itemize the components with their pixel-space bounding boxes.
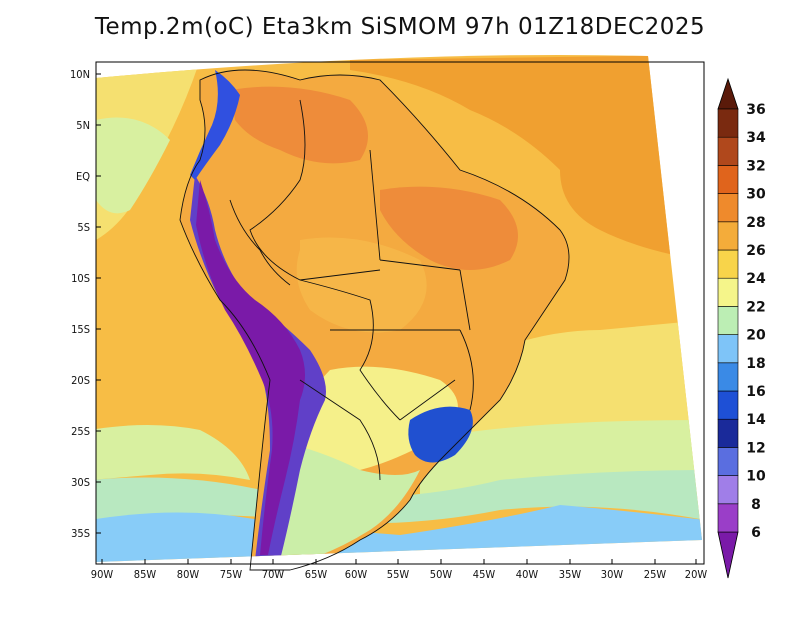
colorbar-segment [717,136,739,166]
colorbar-segment [717,334,739,364]
pacific-south-cool [96,425,250,480]
colorbar-label: 10 [746,469,766,485]
lat-label: 5S [77,221,90,234]
colorbar-label: 16 [746,384,765,400]
colorbar-segment [717,108,739,138]
colorbar-label: 12 [746,440,765,456]
colorbar-label: 24 [746,271,766,287]
colorbar-segment [717,193,739,223]
colorbar-label: 20 [746,328,766,344]
colorbar-segment [717,221,739,251]
lon-label: 30W [601,568,624,581]
northeast-hot-zone [380,186,518,270]
southeast-highlands-blue [408,406,473,463]
lat-label: 5N [76,119,90,132]
colorbar-bottom-arrow [717,531,739,579]
latitude-axis: 10N 5N EQ 5S 10S 15S 20S 25S 30S 35S [70,68,101,540]
colorbar-label: 6 [751,525,761,541]
lon-label: 70W [262,568,285,581]
colorbar-label: 28 [746,215,765,231]
colorbar-segment [717,277,739,307]
political-boundaries [179,69,570,571]
colorbar-segment [717,306,739,335]
colorbar-label: 34 [746,130,766,146]
lon-label: 40W [516,568,539,581]
colorbar-segment [717,249,739,279]
lat-label: 10S [71,272,90,285]
lon-label: 55W [387,568,410,581]
lon-label: 25W [644,568,667,581]
brazil-west-border [249,99,401,421]
lon-label: 35W [559,568,582,581]
colorbar-segment [717,475,739,505]
colorbar: 6 8 10 12 14 16 18 20 22 24 26 28 30 32 34 36 [717,77,766,579]
andes-purple [196,180,305,555]
colorbar-label: 14 [746,412,766,428]
lon-label: 90W [91,568,114,581]
peru-border [229,199,291,286]
map-frame [95,61,705,565]
lat-tick-marks [96,73,101,534]
lon-label: 45W [473,568,496,581]
lat-label: 10N [70,68,90,81]
colorbar-segment [717,165,739,194]
lon-label: 50W [430,568,453,581]
colorbar-segment [717,503,739,533]
longitude-axis: 90W 85W 80W 75W 70W 65W 60W 55W 50W 45W … [91,559,708,581]
lon-label: 20W [685,568,708,581]
lat-label: 25S [71,425,90,438]
north-hot-zone [230,86,368,164]
lon-label: 75W [220,568,243,581]
lat-label: EQ [76,170,90,183]
atlantic-hot-region [350,55,700,260]
southern-cone-green [260,440,420,563]
map-title: Temp.2m(oC) Eta3km SiSMOM 97h 01Z18DEC20… [94,14,706,40]
continent-coastline [179,69,570,571]
lat-label: 15S [71,323,90,336]
lon-label: 65W [305,568,328,581]
lon-tick-marks [101,559,697,564]
colorbar-segment [717,447,739,476]
south-atlantic-cool [420,420,702,520]
pacific-cool-region [96,117,170,214]
colorbar-segment [717,362,739,392]
colorbar-segment [717,418,739,448]
colorbar-label: 8 [751,497,761,513]
colorbar-label: 36 [746,102,765,118]
temperature-field [96,54,702,563]
lat-label: 20S [71,374,90,387]
lon-label: 85W [134,568,157,581]
lon-label: 80W [177,568,200,581]
colorbar-top-arrow [717,77,739,110]
colorbar-segment [717,390,739,420]
colorbar-label: 26 [746,243,765,259]
colorbar-label: 30 [746,187,766,203]
central-orange-zone [296,237,427,333]
lat-label: 35S [71,527,90,540]
colorbar-label: 32 [746,158,765,174]
brazil-state-lines [299,149,474,421]
argentina-border [299,379,381,481]
lon-label: 60W [345,568,368,581]
colorbar-label: 22 [746,299,765,315]
lat-label: 30S [71,476,90,489]
colorbar-label: 18 [746,356,765,372]
